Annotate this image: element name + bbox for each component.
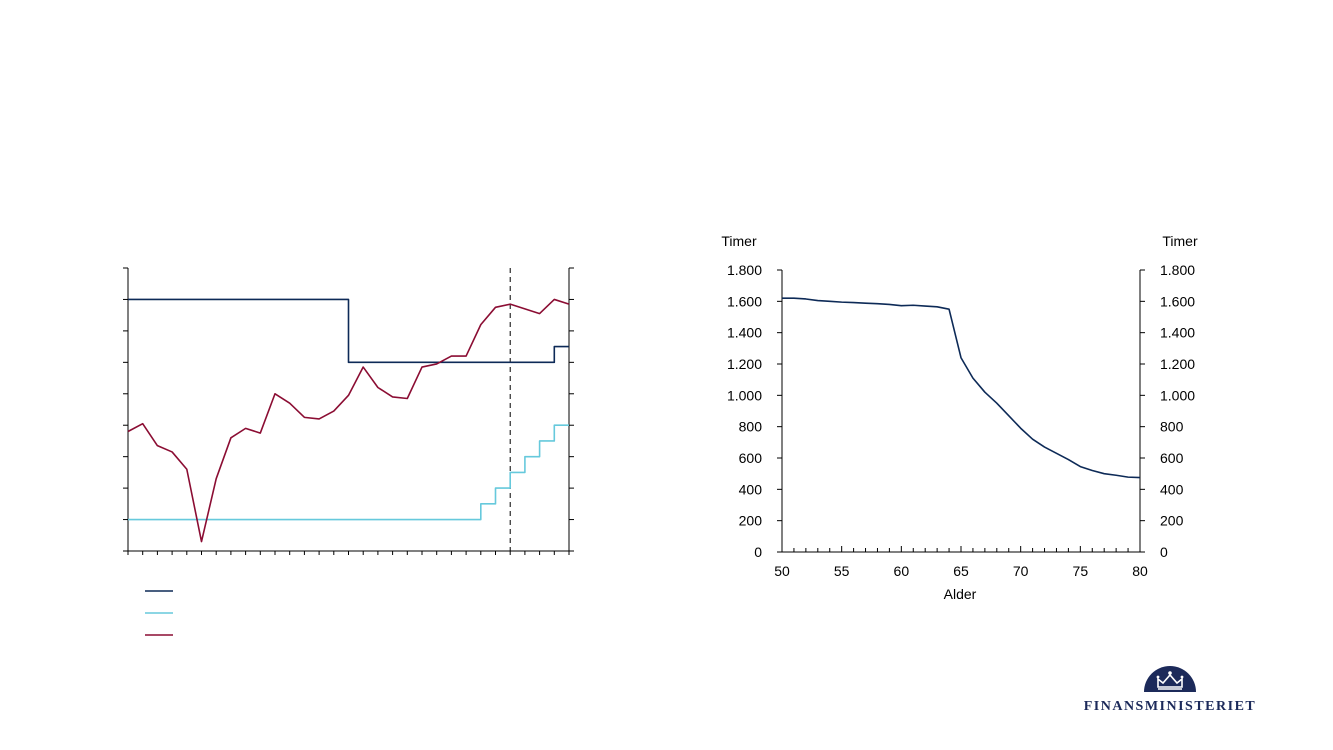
finansministeriet-logo: Finansministeriet — [1084, 666, 1257, 714]
right-y-tick-label: 800 — [1160, 419, 1184, 435]
left-y-unit-label: Timer — [721, 233, 757, 249]
right-y-tick-label: 0 — [1160, 544, 1168, 560]
right-y-unit-label: Timer — [1162, 233, 1198, 249]
x-tick-label: 60 — [894, 563, 910, 579]
x-tick-label: 50 — [774, 563, 790, 579]
right-chart-axes: 0 0 200 200 400 400 600 600 800 800 1.000 1.000 1.20… — [727, 262, 1195, 579]
right-y-tick-label: 1.800 — [1160, 262, 1195, 278]
right-chart: Timer Timer 0 0 200 200 400 400 600 600 800 800 1.… — [721, 233, 1198, 602]
left-y-tick-label: 1.200 — [727, 356, 762, 372]
right-y-tick-label: 400 — [1160, 481, 1184, 497]
series-line-1 — [128, 298, 569, 364]
x-tick-label: 55 — [834, 563, 850, 579]
x-axis-title: Alder — [944, 586, 977, 602]
crown-emblem-icon — [1144, 666, 1196, 692]
right-y-tick-label: 1.200 — [1160, 356, 1195, 372]
left-y-tick-label: 1.800 — [727, 262, 762, 278]
right-y-tick-label: 1.600 — [1160, 293, 1195, 309]
series-line-2 — [128, 424, 569, 521]
left-chart-legend — [145, 590, 173, 636]
left-y-tick-label: 800 — [739, 419, 763, 435]
left-y-tick-label: 1.600 — [727, 293, 762, 309]
left-chart-axes — [123, 267, 574, 555]
left-y-tick-label: 1.000 — [727, 387, 762, 403]
x-tick-label: 70 — [1013, 563, 1029, 579]
left-y-tick-label: 0 — [754, 544, 762, 560]
left-y-tick-label: 1.400 — [727, 325, 762, 341]
right-y-tick-label: 600 — [1160, 450, 1184, 466]
series-line-3 — [127, 298, 570, 543]
left-y-tick-label: 400 — [739, 481, 763, 497]
x-tick-label: 75 — [1073, 563, 1089, 579]
ministry-name: Finansministeriet — [1084, 699, 1257, 714]
left-chart-series — [127, 298, 570, 543]
left-y-tick-label: 600 — [739, 450, 763, 466]
series-line-1 — [782, 297, 1141, 479]
right-y-tick-label: 1.400 — [1160, 325, 1195, 341]
x-tick-label: 80 — [1132, 563, 1148, 579]
x-tick-label: 65 — [953, 563, 969, 579]
right-chart-series — [782, 297, 1141, 479]
left-chart — [123, 267, 574, 636]
right-y-tick-label: 200 — [1160, 513, 1184, 529]
left-y-tick-label: 200 — [739, 513, 763, 529]
right-y-tick-label: 1.000 — [1160, 387, 1195, 403]
